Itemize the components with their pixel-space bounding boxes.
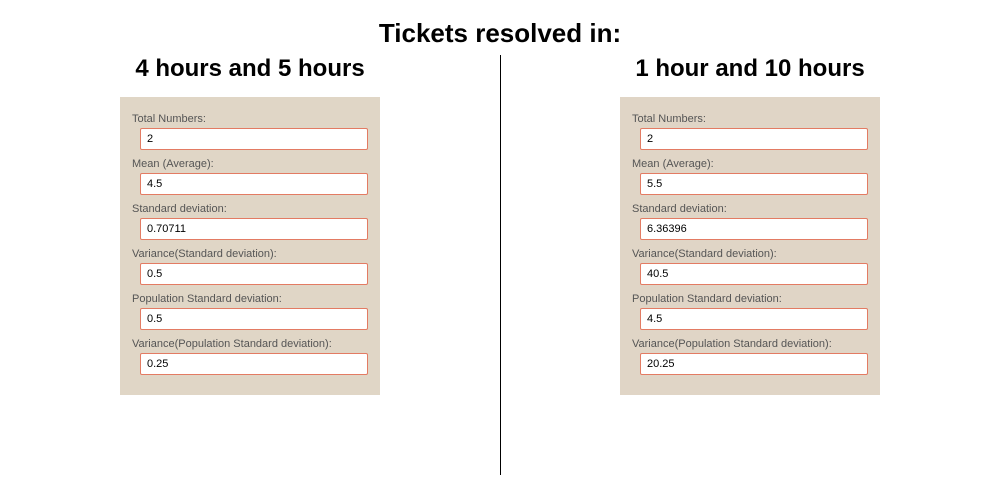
variance-pop-std-input[interactable]	[140, 353, 368, 375]
total-numbers-input[interactable]	[640, 128, 868, 150]
total-numbers-label: Total Numbers:	[632, 113, 868, 125]
page-title: Tickets resolved in:	[0, 18, 1000, 49]
variance-pop-std-label: Variance(Population Standard deviation):	[132, 338, 368, 350]
pop-std-dev-input[interactable]	[640, 308, 868, 330]
left-stats-panel: Total Numbers: Mean (Average): Standard …	[120, 97, 380, 395]
pop-std-dev-label: Population Standard deviation:	[132, 293, 368, 305]
right-column: 1 hour and 10 hours Total Numbers: Mean …	[500, 55, 1000, 395]
total-numbers-input[interactable]	[140, 128, 368, 150]
variance-std-label: Variance(Standard deviation):	[632, 248, 868, 260]
mean-label: Mean (Average):	[632, 158, 868, 170]
right-heading: 1 hour and 10 hours	[635, 55, 864, 83]
std-dev-label: Standard deviation:	[632, 203, 868, 215]
std-dev-input[interactable]	[640, 218, 868, 240]
right-stats-panel: Total Numbers: Mean (Average): Standard …	[620, 97, 880, 395]
variance-std-input[interactable]	[140, 263, 368, 285]
std-dev-input[interactable]	[140, 218, 368, 240]
mean-input[interactable]	[640, 173, 868, 195]
left-column: 4 hours and 5 hours Total Numbers: Mean …	[0, 55, 500, 395]
total-numbers-label: Total Numbers:	[132, 113, 368, 125]
pop-std-dev-input[interactable]	[140, 308, 368, 330]
variance-std-input[interactable]	[640, 263, 868, 285]
left-heading: 4 hours and 5 hours	[135, 55, 364, 83]
mean-label: Mean (Average):	[132, 158, 368, 170]
vertical-divider	[500, 55, 501, 475]
mean-input[interactable]	[140, 173, 368, 195]
variance-std-label: Variance(Standard deviation):	[132, 248, 368, 260]
std-dev-label: Standard deviation:	[132, 203, 368, 215]
pop-std-dev-label: Population Standard deviation:	[632, 293, 868, 305]
variance-pop-std-label: Variance(Population Standard deviation):	[632, 338, 868, 350]
variance-pop-std-input[interactable]	[640, 353, 868, 375]
